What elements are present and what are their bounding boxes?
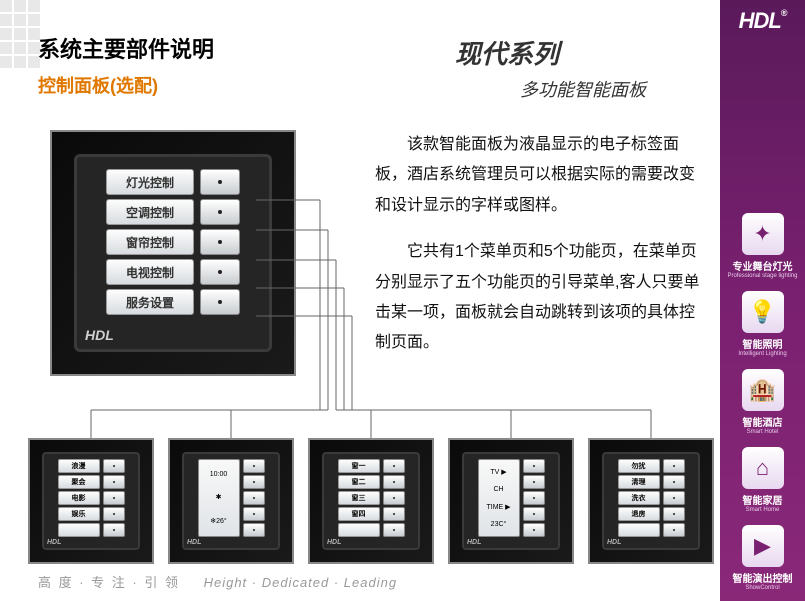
panel-button-1[interactable] [200,199,240,225]
small-panel-button[interactable] [103,459,125,473]
sidebar-item-1[interactable]: 💡 智能照明Intelligent Lighting [720,291,805,357]
small-panel-button[interactable] [243,507,265,521]
small-menu-item[interactable] [58,523,100,537]
small-menu-item[interactable]: 电影 [58,491,100,505]
small-panel-button[interactable] [103,491,125,505]
function-panels-row: 浪漫聚会电影娱乐HDL10:00✱❄26°HDL窗一窗二窗三窗四HDLTV ▶C… [28,438,714,564]
panel-brand: HDL [327,539,341,546]
sidebar-label-en: Smart Hotel [747,429,779,435]
small-panel-button[interactable] [103,475,125,489]
body-p2: 它共有1个菜单页和5个功能页，在菜单页分别显示了五个功能页的引导菜单,客人只要单… [375,237,705,359]
small-panel-button[interactable] [663,523,685,537]
small-panel-button[interactable] [103,507,125,521]
sidebar-label-en: Intelligent Lighting [738,351,786,357]
panel-button-3[interactable] [200,259,240,285]
small-menu-item[interactable]: 退房 [618,507,660,521]
title-sub: 控制面板(选配) [38,72,158,98]
footer: 高 度 · 专 注 · 引 领 Height · Dedicated · Lea… [38,572,397,591]
small-panel-button[interactable] [523,523,545,537]
panel-brand: HDL [467,539,481,546]
sidebar-label-cn: 智能照明 [743,336,783,351]
small-panel-button[interactable] [523,475,545,489]
sidebar-logo: HDL [739,8,787,34]
footer-en: Height · Dedicated · Leading [204,575,398,590]
small-menu-item[interactable]: 窗一 [338,459,380,473]
small-menu-item[interactable]: 窗三 [338,491,380,505]
sidebar-icon: 🏨 [742,369,784,411]
small-panel-button[interactable] [383,491,405,505]
panel-brand: HDL [47,539,61,546]
sidebar-label-cn: 智能家居 [743,492,783,507]
small-menu-item[interactable]: 窗四 [338,507,380,521]
menu-item-3[interactable]: 电视控制 [106,259,194,285]
small-panel-button[interactable] [383,459,405,473]
small-panel-button[interactable] [103,523,125,537]
function-panel-3: TV ▶CHTIME ▶23C° HDL [448,438,574,564]
small-panel-button[interactable] [663,507,685,521]
sidebar-label-en: Smart Home [746,507,780,513]
small-panel-button[interactable] [523,507,545,521]
function-panel-0: 浪漫聚会电影娱乐 HDL [28,438,154,564]
sidebar-item-3[interactable]: ⌂ 智能家居Smart Home [720,447,805,513]
small-menu-item[interactable] [338,523,380,537]
body-paragraphs: 该款智能面板为液晶显示的电子标签面板，酒店系统管理员可以根据实际的需要改变和设计… [375,130,705,375]
small-lcd: TV ▶CHTIME ▶23C° [478,459,520,537]
sidebar-item-4[interactable]: ▶ 智能演出控制ShowControl [720,525,805,591]
sidebar-label-cn: 专业舞台灯光 [733,258,793,273]
small-panel-button[interactable] [663,459,685,473]
sidebar-label-cn: 智能演出控制 [733,570,793,585]
sidebar-item-2[interactable]: 🏨 智能酒店Smart Hotel [720,369,805,435]
small-panel-button[interactable] [243,475,265,489]
small-panel-button[interactable] [663,475,685,489]
panel-title: 多功能智能面板 [520,76,646,102]
small-panel-button[interactable] [383,507,405,521]
footer-cn: 高 度 · 专 注 · 引 领 [38,575,180,590]
small-panel-button[interactable] [523,459,545,473]
sidebar: HDL ✦ 专业舞台灯光Professional stage lighting 💡 智… [720,0,805,601]
small-menu-item[interactable]: 窗二 [338,475,380,489]
small-menu-item[interactable]: 洗衣 [618,491,660,505]
small-panel-button[interactable] [523,491,545,505]
main-control-panel: 灯光控制空调控制窗帘控制电视控制服务设置 HDL [50,130,296,376]
panel-brand: HDL [85,327,114,343]
menu-item-0[interactable]: 灯光控制 [106,169,194,195]
sidebar-icon: ✦ [742,213,784,255]
panel-brand: HDL [187,539,201,546]
small-menu-item[interactable]: 聚会 [58,475,100,489]
sidebar-icon: 💡 [742,291,784,333]
small-menu-item[interactable] [618,523,660,537]
series-title: 现代系列 [455,34,559,71]
small-panel-button[interactable] [243,459,265,473]
small-menu-item[interactable]: 娱乐 [58,507,100,521]
menu-item-4[interactable]: 服务设置 [106,289,194,315]
function-panel-2: 窗一窗二窗三窗四 HDL [308,438,434,564]
menu-item-2[interactable]: 窗帘控制 [106,229,194,255]
small-panel-button[interactable] [663,491,685,505]
corner-decoration [0,0,40,100]
sidebar-icon: ⌂ [742,447,784,489]
sidebar-icon: ▶ [742,525,784,567]
small-panel-button[interactable] [383,475,405,489]
function-panel-4: 勿扰清理洗衣退房 HDL [588,438,714,564]
small-menu-item[interactable]: 勿扰 [618,459,660,473]
small-panel-button[interactable] [243,523,265,537]
small-panel-button[interactable] [243,491,265,505]
sidebar-item-0[interactable]: ✦ 专业舞台灯光Professional stage lighting [720,213,805,279]
function-panel-1: 10:00✱❄26° HDL [168,438,294,564]
body-p1: 该款智能面板为液晶显示的电子标签面板，酒店系统管理员可以根据实际的需要改变和设计… [375,130,705,221]
small-menu-item[interactable]: 浪漫 [58,459,100,473]
sidebar-label-en: Professional stage lighting [727,273,797,279]
sidebar-label-en: ShowControl [745,585,779,591]
panel-button-4[interactable] [200,289,240,315]
title-main: 系统主要部件说明 [38,32,214,64]
panel-brand: HDL [607,539,621,546]
panel-button-0[interactable] [200,169,240,195]
small-panel-button[interactable] [383,523,405,537]
sidebar-label-cn: 智能酒店 [743,414,783,429]
panel-button-2[interactable] [200,229,240,255]
small-lcd: 10:00✱❄26° [198,459,240,537]
small-menu-item[interactable]: 清理 [618,475,660,489]
menu-item-1[interactable]: 空调控制 [106,199,194,225]
